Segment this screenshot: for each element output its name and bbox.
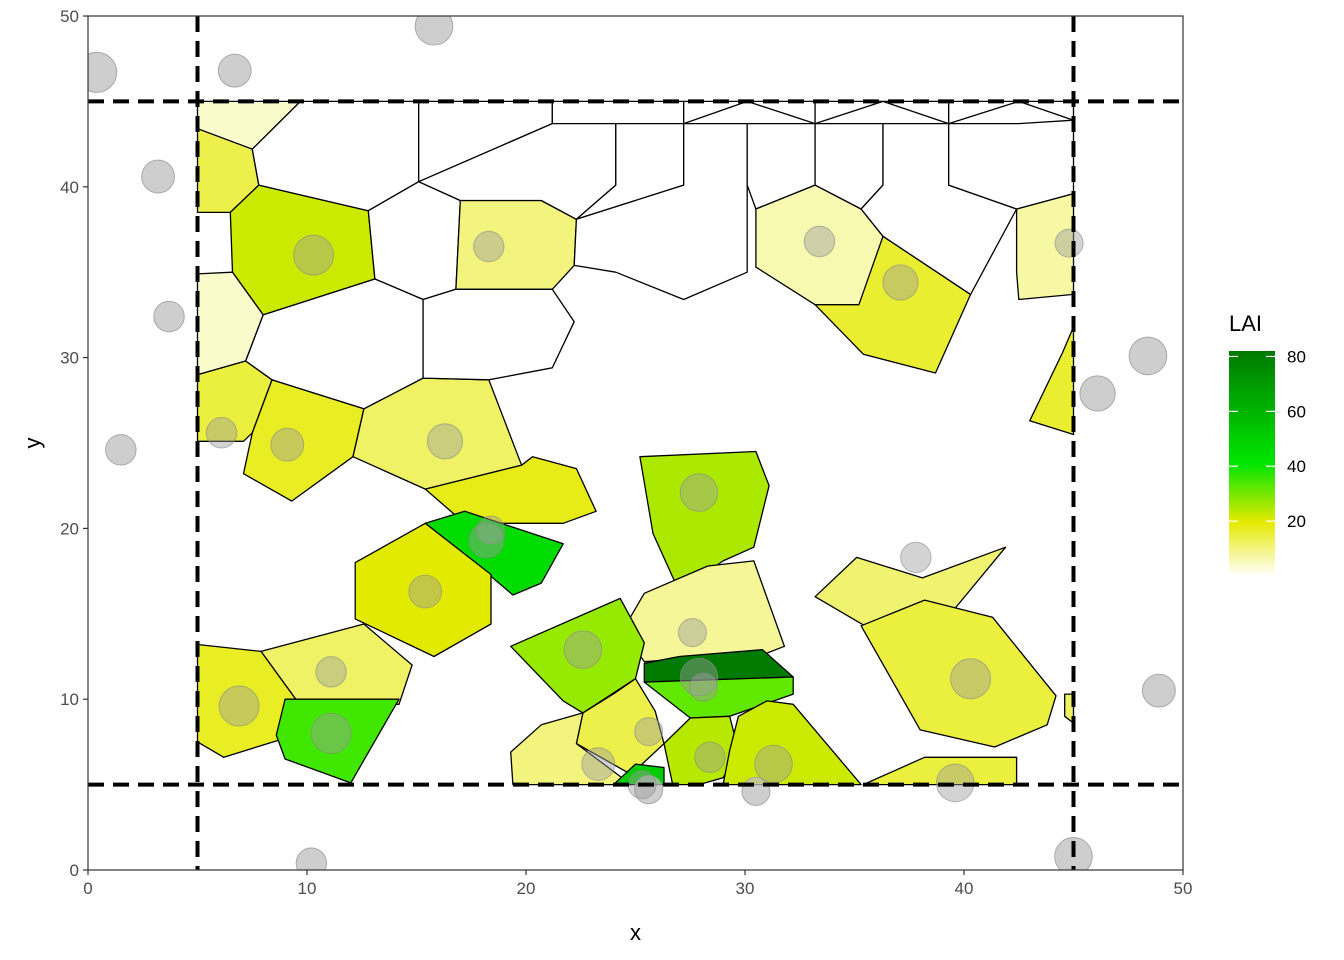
tree-point [694, 741, 726, 773]
tree-point [677, 618, 707, 648]
x-axis-title: x [630, 920, 641, 945]
tree-point [950, 658, 992, 700]
tree-point [468, 522, 505, 559]
outside-tree-point [1128, 336, 1168, 376]
x-tick-label: 20 [517, 879, 536, 898]
outside-tree-point [217, 53, 252, 88]
legend: LAI 20 40 60 80 [1229, 311, 1306, 576]
axes: 0 10 20 30 40 50 0 10 20 30 40 50 [60, 7, 1192, 898]
tree-point [310, 712, 352, 754]
voronoi-cell [722, 700, 862, 786]
legend-colorbar [1229, 351, 1275, 576]
voronoi-cell [245, 278, 424, 410]
voronoi-cell [354, 522, 492, 658]
tree-point [679, 473, 719, 512]
legend-title: LAI [1229, 311, 1262, 336]
x-tick-label: 30 [736, 879, 755, 898]
y-axis-title: y [20, 438, 45, 449]
outside-tree-point [295, 847, 328, 870]
tree-point [803, 225, 836, 258]
x-tick-label: 50 [1174, 879, 1193, 898]
outside-tree-point [141, 159, 175, 194]
tree-point [563, 630, 603, 669]
tree-point [270, 427, 305, 462]
y-tick-label: 10 [60, 690, 79, 709]
voronoi-cell [551, 100, 685, 125]
tree-point [581, 747, 616, 782]
voronoi-cell [275, 698, 400, 784]
tree-point [900, 541, 932, 574]
x-tick-label: 0 [83, 879, 92, 898]
voronoi-cell [510, 712, 632, 786]
tree-point [408, 574, 443, 609]
tree-point [293, 234, 335, 276]
tree-point [426, 423, 464, 460]
outside-tree-point [88, 51, 118, 93]
tree-point [205, 417, 238, 449]
y-tick-label: 0 [70, 861, 79, 880]
legend-tick-label: 80 [1287, 347, 1306, 366]
tree-point [634, 717, 664, 747]
outside-tree-point [105, 434, 137, 466]
outside-tree-point [1079, 375, 1116, 412]
y-tick-label: 30 [60, 349, 79, 368]
tree-point [1054, 228, 1084, 258]
plot-boundary-lines [88, 16, 1183, 870]
voronoi-cell [860, 599, 1057, 748]
legend-tick-label: 40 [1287, 457, 1306, 476]
x-tick-label: 10 [298, 879, 317, 898]
voronoi-cell [639, 450, 770, 593]
outside-tree-point [1142, 673, 1176, 708]
y-tick-label: 20 [60, 519, 79, 538]
tree-point [473, 230, 505, 263]
outside-tree-point [153, 300, 185, 333]
voronoi-cells [196, 100, 1075, 786]
voronoi-cell [663, 715, 740, 786]
y-tick-label: 40 [60, 178, 79, 197]
tree-point [315, 656, 347, 688]
voronoi-cell [422, 288, 575, 381]
legend-tick-label: 20 [1287, 512, 1306, 531]
voronoi-cell [643, 649, 794, 683]
y-tick-label: 50 [60, 7, 79, 26]
tree-point [754, 744, 793, 784]
tree-point [882, 264, 919, 301]
tree-point [218, 685, 260, 727]
x-tick-label: 40 [955, 879, 974, 898]
voronoi-cell [575, 678, 665, 776]
tree-point [688, 672, 718, 702]
legend-tick-label: 60 [1287, 402, 1306, 421]
outside-tree-point [414, 16, 454, 46]
panel-border [87, 15, 1184, 871]
